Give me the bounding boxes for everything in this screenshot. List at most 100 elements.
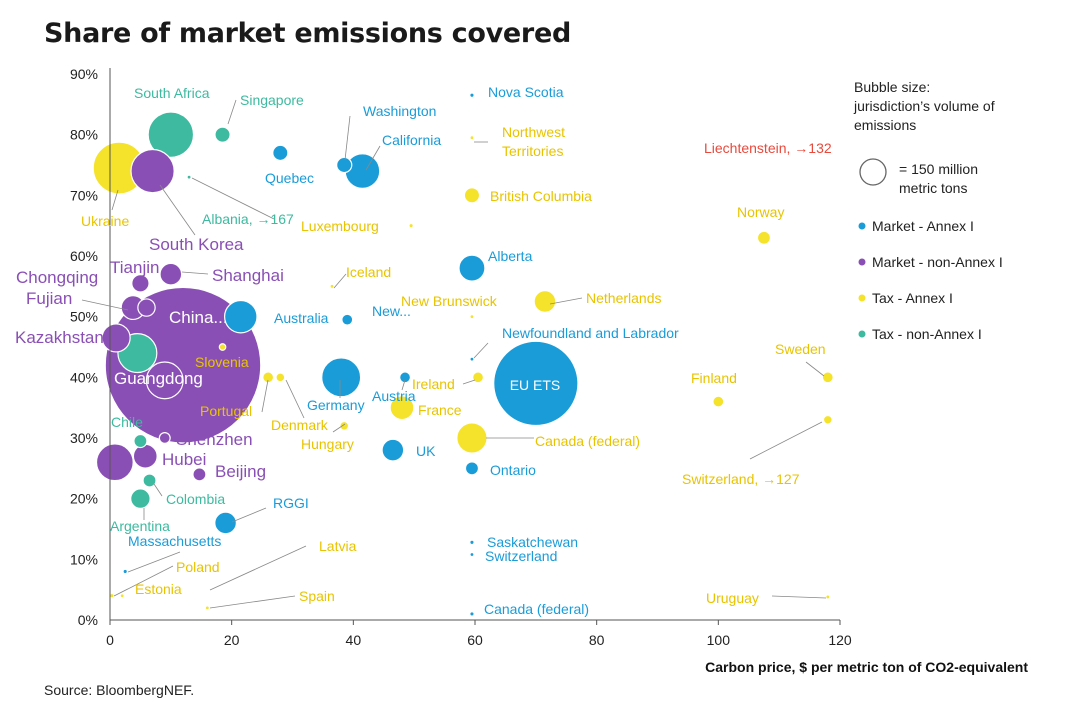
- bubble-slovenia: [218, 343, 227, 351]
- legend-size-reference-circle: [859, 158, 887, 186]
- x-tick-label: 100: [707, 632, 731, 648]
- label-germany: Germany: [307, 397, 365, 413]
- leader-line: [181, 271, 209, 275]
- bubble-new: [341, 313, 354, 326]
- legend-size-reference-label: = 150 million: [899, 161, 978, 177]
- leader-line: [333, 273, 347, 289]
- label-iceland: Iceland: [346, 264, 391, 280]
- label-canada-federal: Canada (federal): [535, 433, 640, 449]
- label-eu-ets: EU ETS: [510, 377, 561, 393]
- bubble-hungary: [339, 420, 350, 431]
- leader-line: [549, 297, 583, 305]
- label-shanghai: Shanghai: [212, 266, 284, 285]
- label-kazakhstan: Kazakhstan: [15, 328, 104, 347]
- bubble-alberta: [458, 254, 486, 282]
- y-tick-label: 20%: [70, 491, 98, 507]
- bubble-south-korea: [130, 148, 175, 194]
- label-northwest-territories: Northwest Territories: [502, 124, 565, 159]
- leader-line: [473, 342, 489, 359]
- legend-label-tax-annex1: Tax - Annex I: [872, 290, 953, 306]
- bubble-guangdong: [145, 361, 184, 400]
- leader-line: [209, 545, 307, 591]
- label-nova-scotia: Nova Scotia: [488, 84, 564, 100]
- label-massachusetts: Massachusetts: [128, 533, 221, 549]
- x-tick-label: 120: [828, 632, 852, 648]
- bubble-hubei: [132, 443, 158, 469]
- label-sweden: Sweden: [775, 341, 826, 357]
- label-rggi: RGGI: [273, 495, 309, 511]
- label-quebec: Quebec: [265, 170, 314, 186]
- label-saskatchewan: Saskatchewan: [487, 534, 578, 550]
- bubble-singapore: [214, 126, 231, 143]
- y-tick-label: 70%: [70, 187, 98, 203]
- bubble-austria: [399, 371, 412, 384]
- label-hungary: Hungary: [301, 436, 354, 452]
- label-shenzhen: Shenzhen: [176, 430, 253, 449]
- label-hubei: Hubei: [162, 450, 206, 469]
- bubble-latvia: [204, 605, 210, 611]
- bubble-hubei-left: [95, 443, 134, 482]
- label-beijing: Beijing: [215, 462, 266, 481]
- bubble-california: [344, 153, 381, 189]
- label-canada-federal-market: Canada (federal): [484, 601, 589, 617]
- label-australia: Australia: [274, 310, 329, 326]
- legend-title: jurisdiction’s volume of: [853, 98, 995, 114]
- label-france: France: [418, 402, 462, 418]
- bubble-denmark: [275, 372, 286, 383]
- label-austria: Austria: [372, 388, 416, 404]
- leader-line: [344, 115, 351, 161]
- label-ontario: Ontario: [490, 462, 536, 478]
- bubble-quebec: [272, 144, 289, 162]
- bubble-switzerland-market: [469, 551, 475, 558]
- leader-line: [401, 379, 406, 391]
- leader-line: [365, 145, 381, 171]
- bubble-portugal: [262, 371, 275, 384]
- x-tick-label: 20: [224, 632, 240, 648]
- bubble-tianjin: [131, 274, 150, 293]
- y-tick-label: 30%: [70, 430, 98, 446]
- legend-swatch-tax-annex1: [858, 294, 866, 302]
- y-tick-label: 10%: [70, 551, 98, 567]
- label-colombia: Colombia: [166, 491, 225, 507]
- label-china: China...: [169, 308, 228, 327]
- bubble-kazakhstan: [101, 323, 131, 353]
- label-netherlands: Netherlands: [586, 290, 662, 306]
- y-tick-label: 80%: [70, 127, 98, 143]
- label-california: California: [382, 132, 441, 148]
- bubble-new-brunswick: [469, 314, 475, 320]
- source-note: Source: BloombergNEF.: [44, 682, 195, 698]
- x-tick-label: 0: [106, 632, 114, 648]
- bubble-shanghai: [159, 262, 183, 286]
- bubble-colombia: [142, 473, 157, 488]
- leader-line: [462, 379, 476, 385]
- bubble-sweden: [821, 371, 834, 384]
- x-tick-label: 40: [346, 632, 362, 648]
- label-alberta: Alberta: [488, 248, 533, 264]
- leader-line: [81, 299, 129, 311]
- bubble-netherlands: [533, 290, 557, 313]
- label-finland: Finland: [691, 370, 737, 386]
- bubble-uruguay: [825, 594, 831, 600]
- point-labels: Nova Scotia Washington California Quebec Alb…: [15, 84, 832, 617]
- label-slovenia: Slovenia: [195, 354, 249, 370]
- legend-title: emissions: [854, 117, 916, 133]
- leader-line: [153, 483, 163, 497]
- leader-line: [285, 379, 305, 419]
- bubble-iceland: [329, 283, 335, 289]
- bubble-south-africa: [147, 111, 195, 158]
- x-tick-label: 80: [589, 632, 605, 648]
- leader-line: [771, 595, 827, 599]
- label-ukraine: Ukraine: [81, 213, 129, 229]
- label-newfoundland-and-labrador: Newfoundland and Labrador: [502, 325, 679, 341]
- bubble-nova-scotia: [469, 92, 475, 98]
- y-tick-label: 50%: [70, 309, 98, 325]
- y-tick-label: 0%: [78, 612, 98, 628]
- legend-label-market-nonannex1: Market - non-Annex I: [872, 254, 1003, 270]
- label-albania: Albania, →167: [202, 211, 294, 227]
- bubble-uk: [381, 438, 405, 462]
- label-tianjin: Tianjin: [110, 258, 159, 277]
- legend-swatch-market-annex1: [858, 222, 866, 230]
- label-ireland: Ireland: [412, 376, 455, 392]
- leader-line: [127, 551, 181, 573]
- label-denmark: Denmark: [271, 417, 329, 433]
